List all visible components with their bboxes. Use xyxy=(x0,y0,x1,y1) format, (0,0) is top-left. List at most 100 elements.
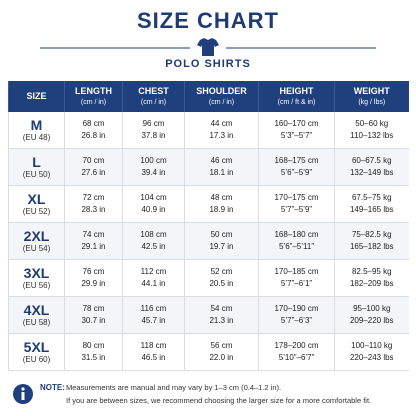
size-label: 4XL xyxy=(23,301,50,318)
size-row: XL (EU 52) 72 cm 28.3 in 104 cm 40.9 in 48 cm 1… xyxy=(8,185,409,223)
column-title: CHEST xyxy=(138,85,169,96)
measure-cell: 56 cm 22.0 in xyxy=(184,333,259,371)
measure-value: 20.5 in xyxy=(209,279,234,288)
column-title: SIZE xyxy=(26,91,47,101)
size-cell: 2XL (EU 54) xyxy=(8,222,65,260)
measure-value: 31.5 in xyxy=(81,353,106,362)
measure-cell: 78 cm 30.7 in xyxy=(64,296,123,334)
column-header: SIZE xyxy=(8,81,65,112)
eu-size: (EU 54) xyxy=(22,243,51,253)
measure-value: 74 cm xyxy=(82,230,105,239)
measure-value: 22.0 in xyxy=(209,353,234,362)
measure-value: 95–100 kg xyxy=(353,304,391,313)
measure-value: 50–60 kg xyxy=(355,119,389,128)
measure-value: 50 cm xyxy=(210,230,233,239)
measure-value: 19.7 in xyxy=(209,242,234,251)
measure-cell: 168–175 cm 5’6”–5’9” xyxy=(258,148,335,186)
measure-cell: 95–100 kg 209–220 lbs xyxy=(334,296,409,334)
measure-value: 44.1 in xyxy=(141,279,166,288)
title: SIZE CHART xyxy=(137,8,279,33)
measure-value: 75–82.5 kg xyxy=(351,230,392,239)
measure-cell: 116 cm 45.7 in xyxy=(122,296,185,334)
measure-cell: 170–190 cm 5’7”–6’3” xyxy=(258,296,335,334)
measure-value: 220–243 lbs xyxy=(349,353,394,362)
measure-value: 160–170 cm xyxy=(274,119,319,128)
note-label: NOTE: xyxy=(40,383,65,392)
measure-cell: 108 cm 42.5 in xyxy=(122,222,185,260)
column-header: LENGTH (cm / in) xyxy=(64,81,123,112)
size-cell: 3XL (EU 56) xyxy=(8,259,65,297)
measure-value: 78 cm xyxy=(82,304,105,313)
measure-value: 112 cm xyxy=(140,267,167,276)
measure-value: 68 cm xyxy=(82,119,105,128)
measure-cell: 104 cm 40.9 in xyxy=(122,185,185,223)
size-table: SIZE LENGTH (cm / in) CHEST (cm / in) SHOULDE… xyxy=(8,81,409,371)
measure-value: 29.1 in xyxy=(81,242,106,251)
measure-value: 5’6”–5’11” xyxy=(279,242,314,251)
measure-value: 18.9 in xyxy=(209,205,234,214)
size-cell: L (EU 50) xyxy=(8,148,65,186)
measure-value: 5’3”–5’7” xyxy=(280,131,313,140)
column-header: WEIGHT (kg / lbs) xyxy=(334,81,409,112)
subtitle: POLO SHIRTS xyxy=(165,58,251,70)
eu-size: (EU 52) xyxy=(22,206,51,216)
measure-cell: 60–67.5 kg 132–149 lbs xyxy=(334,148,409,186)
measure-cell: 48 cm 18.9 in xyxy=(184,185,259,223)
measure-value: 209–220 lbs xyxy=(349,316,394,325)
measure-cell: 170–175 cm 5’7”–5’9” xyxy=(258,185,335,223)
column-header: HEIGHT (cm / ft & in) xyxy=(258,81,335,112)
measure-value: 104 cm xyxy=(140,193,167,202)
measure-value: 170–175 cm xyxy=(274,193,319,202)
measure-cell: 82.5–95 kg 182–209 lbs xyxy=(334,259,409,297)
measure-value: 72 cm xyxy=(82,193,105,202)
measure-value: 5’7”–6’3” xyxy=(280,316,313,325)
measure-value: 46 cm xyxy=(210,156,233,165)
measure-value: 37.8 in xyxy=(141,131,166,140)
measure-cell: 52 cm 20.5 in xyxy=(184,259,259,297)
eu-size: (EU 50) xyxy=(22,169,51,179)
measure-cell: 100 cm 39.4 in xyxy=(122,148,185,186)
measure-cell: 70 cm 27.6 in xyxy=(64,148,123,186)
column-unit: (cm / in) xyxy=(80,98,107,106)
measure-value: 21.3 in xyxy=(209,316,234,325)
column-title: SHOULDER xyxy=(196,85,247,96)
measure-value: 54 cm xyxy=(210,304,233,313)
column-header: CHEST (cm / in) xyxy=(122,81,185,112)
size-row: L (EU 50) 70 cm 27.6 in 100 cm 39.4 in 46 cm 18… xyxy=(8,148,409,186)
measure-cell: 72 cm 28.3 in xyxy=(64,185,123,223)
size-row: 2XL (EU 54) 74 cm 29.1 in 108 cm 42.5 in 50 cm… xyxy=(8,222,409,260)
info-icon xyxy=(13,384,33,404)
measure-cell: 80 cm 31.5 in xyxy=(64,333,123,371)
size-label: XL xyxy=(27,190,46,207)
eu-size: (EU 48) xyxy=(22,132,51,142)
measure-value: 5’7”–5’9” xyxy=(280,205,313,214)
measure-value: 46.5 in xyxy=(141,353,166,362)
measure-value: 100–110 kg xyxy=(351,341,393,350)
shirt-icon xyxy=(197,38,219,56)
measure-value: 100 cm xyxy=(140,156,167,165)
measure-cell: 74 cm 29.1 in xyxy=(64,222,123,260)
measure-value: 170–190 cm xyxy=(274,304,319,313)
size-row: 5XL (EU 60) 80 cm 31.5 in 118 cm 46.5 in 56 cm… xyxy=(8,333,409,371)
size-label: 3XL xyxy=(23,264,50,281)
measure-value: 182–209 lbs xyxy=(349,279,394,288)
column-unit: (cm / in) xyxy=(208,98,235,106)
measure-value: 52 cm xyxy=(210,267,233,276)
measure-value: 5’10”–6’7” xyxy=(278,353,315,362)
measure-value: 170–185 cm xyxy=(274,267,319,276)
eu-size: (EU 56) xyxy=(22,280,51,290)
measure-cell: 46 cm 18.1 in xyxy=(184,148,259,186)
measure-cell: 68 cm 26.8 in xyxy=(64,112,123,149)
measure-value: 17.3 in xyxy=(209,131,234,140)
measure-cell: 100–110 kg 220–243 lbs xyxy=(334,333,409,371)
measure-value: 96 cm xyxy=(142,119,165,128)
measure-cell: 44 cm 17.3 in xyxy=(184,112,259,149)
eu-size: (EU 58) xyxy=(22,317,51,327)
measure-cell: 50 cm 19.7 in xyxy=(184,222,259,260)
measure-value: 56 cm xyxy=(210,341,233,350)
column-unit: (cm / ft & in) xyxy=(277,98,316,106)
column-title: LENGTH xyxy=(75,85,112,96)
size-row: 3XL (EU 56) 76 cm 29.9 in 112 cm 44.1 in 52 cm… xyxy=(8,259,409,297)
measure-value: 48 cm xyxy=(210,193,233,202)
